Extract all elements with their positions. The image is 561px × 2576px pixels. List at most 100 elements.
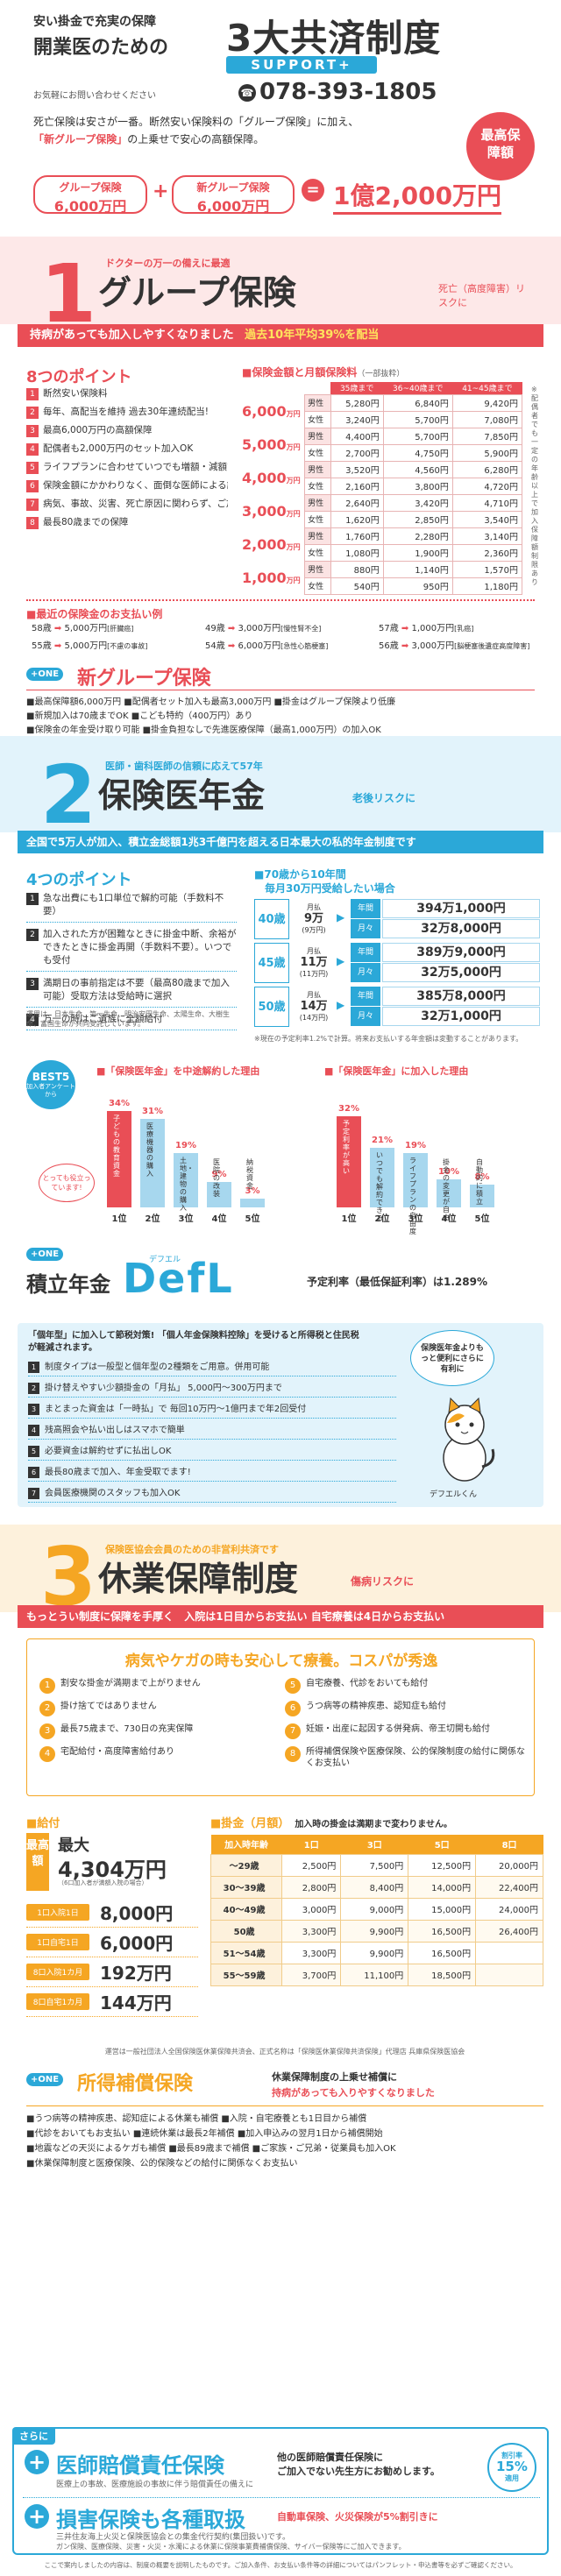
premium-cell: 1,180円 xyxy=(451,577,523,595)
amount-value: 1,000 xyxy=(242,569,287,586)
chart1-title: ■「保険医年金」を中途解約した理由 xyxy=(96,1065,260,1077)
sex-cell: 女性 xyxy=(303,410,331,428)
sim-monthly-sub: (14万円) xyxy=(299,1014,329,1022)
phone-number[interactable]: 078-393-1805 xyxy=(259,79,437,105)
sim-title2: 毎月30万円受給したい場合 xyxy=(265,882,395,895)
kakekin-cell: 24,000円 xyxy=(475,1897,543,1921)
chart-bar xyxy=(107,1110,131,1207)
premium-cell: 1,620円 xyxy=(330,510,384,528)
kyufu-label: 1口自宅1日 xyxy=(26,1934,89,1950)
header: 安い掛金で充実の保障 開業医のための 3大共済制度 SUPPORT+ お気軽にお… xyxy=(0,0,561,219)
points2-list: 1 急な出費にも1口単位で解約可能（手数料不要） 2 加入された方が困難なときに掛金中… xyxy=(26,892,237,1036)
support-label: SUPPORT+ xyxy=(226,56,377,74)
header-line2: 開業医のための xyxy=(33,37,169,59)
pension-point-text: 万一の時はご遺族に全額給付 xyxy=(43,1014,163,1024)
defl-ruby: デフエル xyxy=(149,1256,181,1264)
premium-cell: 880円 xyxy=(330,560,384,578)
discount-badge-1: 割引率 xyxy=(501,2452,522,2459)
kakekin-header-cell: 8口 xyxy=(475,1835,543,1854)
kakekin-header-cell: 5口 xyxy=(408,1835,476,1854)
point-number: 4 xyxy=(26,443,39,456)
damage-title: 損害保険も各種取扱 xyxy=(56,2508,245,2532)
equals-sign: = xyxy=(302,179,324,202)
bar-value-label: 3% xyxy=(245,1186,260,1197)
point-text: 配偶者も2,000万円のセット加入OK xyxy=(43,443,194,454)
premium-cell: 540円 xyxy=(330,577,384,595)
section2-pre: 医師・歯科医師の信頼に応えて57年 xyxy=(105,761,263,772)
table-row: 女性 2,160円 3,800円 4,720円 xyxy=(242,477,523,495)
premium-cell: 3,240円 xyxy=(330,410,384,428)
pill-group-value: 6,000万円 xyxy=(53,198,127,215)
defl-point-text: 残高照会や払い出しはスマホで簡単 xyxy=(45,1426,185,1435)
amount-unit: 万円 xyxy=(286,476,301,485)
pill-new-group-label: 新グループ保険 xyxy=(196,181,270,194)
kakekin-note: 加入時の掛金は満期まで変わりません。 xyxy=(295,1820,453,1829)
section-leave-guarantee: 3 保険医協会会員のための非営利共済です 休業保障制度 傷病リスクに もっとうい… xyxy=(0,1525,561,2410)
discount-badge-3: 適用 xyxy=(505,2474,519,2482)
defl-point-text: 最長80歳まで加入、年金受取でます! xyxy=(45,1468,191,1477)
speech-bubble: とっても役立っています! xyxy=(39,1164,95,1202)
table-row: 2,000万円 男性 1,760円 2,280円 3,140円 xyxy=(242,527,523,553)
table-title: ■保険金額と月額保険料（一部抜粋） xyxy=(242,366,405,379)
shotoku-point: ■うつ病等の精神疾患、認知症による休業も補償 ■入院・自宅療養とも1日目から補償 xyxy=(26,2114,367,2124)
max-badge: 最高保障額 xyxy=(466,112,535,180)
defl-pre: 積立年金 xyxy=(26,1272,110,1297)
sim-kind: 月々 xyxy=(351,1007,380,1026)
pension-point: 3 満期日の事前指定は不要（最高80歳まで加入可能）受取方法は受給時に選択 xyxy=(26,977,237,1008)
kyufu-title-text: 給付 xyxy=(37,1817,60,1830)
kyufu-row: 8口入院1カ月 192万円 xyxy=(26,1957,198,1987)
kakekin-cell xyxy=(475,1941,543,1964)
section1-risk: 死亡（高度障害）リスクに xyxy=(438,283,525,308)
kakekin-age: 51〜54歳 xyxy=(209,1941,283,1964)
table-header-cell: 36~40歳まで xyxy=(383,382,453,394)
header-intro2: 「新グループ保険」の上乗せで安心の高額保障。 xyxy=(33,131,264,146)
bar-rank-label: 3位 xyxy=(178,1214,194,1224)
bar-category-label: 納税資金 xyxy=(246,1158,253,1190)
kakekin-cell: 2,500円 xyxy=(281,1853,342,1877)
section1-title: グループ保険 xyxy=(98,273,296,312)
bar-value-label: 10% xyxy=(438,1166,459,1177)
defl-point: 2 掛け替えやすい少額掛金の「月払」 5,000円〜300万円まで xyxy=(28,1383,396,1398)
bar-value-label: 9% xyxy=(211,1169,227,1179)
pay-example: 54歳 ➡ 6,000万円[急性心筋梗塞] xyxy=(205,638,328,651)
total-amount: 1億2,000万円 xyxy=(333,177,502,215)
pension-point-text: 加入された方が困難なときに掛金中断、余裕ができたときに掛金再開（手数料不要）。い… xyxy=(43,929,237,966)
section3-pre: 保険医協会会員のための非営利共済です xyxy=(105,1544,279,1555)
premium-cell: 4,710円 xyxy=(451,493,523,512)
bar-value-label: 34% xyxy=(109,1098,130,1108)
pay-age: 58歳 xyxy=(32,624,52,633)
kakekin-cell: 15,000円 xyxy=(408,1897,477,1921)
sim-kind: 月々 xyxy=(351,963,380,982)
leave-point: 3 最長75歳まで、730日の充実保障 xyxy=(39,1723,276,1739)
pay-age: 57歳 xyxy=(379,624,399,633)
kakekin-cell: 3,700円 xyxy=(281,1963,342,1986)
kakekin-cell: 2,800円 xyxy=(281,1875,342,1899)
sex-cell: 女性 xyxy=(303,443,331,462)
table-side-note: ※配偶者でも一定の年齢以上で加入保障額制限あり xyxy=(531,386,538,586)
table-row: 3,000万円 男性 2,640円 3,420円 4,710円 xyxy=(242,493,523,520)
premium-cell: 3,140円 xyxy=(451,527,523,545)
kakekin-header-cell: 1口 xyxy=(281,1835,341,1854)
bar-value-label: 21% xyxy=(372,1135,393,1145)
bar-category-label: 自動的に積立 xyxy=(476,1158,483,1206)
kyufu-list: 1口入院1日 8,000円 1口自宅1日 6,000円 8口入院1カ月 192万円 8口自宅… xyxy=(26,1898,198,2017)
kyufu-value: 192万円 xyxy=(100,1963,172,1984)
sex-cell: 女性 xyxy=(303,510,331,528)
point-item: 4 配偶者も2,000万円のセット加入OK xyxy=(26,442,228,456)
sex-cell: 女性 xyxy=(303,477,331,495)
bar-value-label: 32% xyxy=(338,1104,359,1114)
chart2-title-text: 「保険医年金」に加入した理由 xyxy=(333,1065,469,1077)
arrow-right-icon: ➡ xyxy=(224,624,238,633)
leave-point: 7 妊娠・出産に起因する併発病、帝王切開も給付 xyxy=(285,1723,530,1739)
kakekin-title: ■掛金（月額） 加入時の掛金は満期まで変わりません。 xyxy=(210,1817,453,1830)
section3-band-a: もっとうい制度に保障を手厚く xyxy=(26,1610,174,1623)
amount-cell: 2,000万円 xyxy=(242,527,304,561)
max-amount-label: 最高額 xyxy=(26,1833,49,1891)
pay-example: 58歳 ➡ 5,000万円[肝臓癌] xyxy=(32,620,133,633)
bar-rank-label: 4位 xyxy=(211,1214,227,1224)
premium-cell: 3,520円 xyxy=(330,460,384,478)
discount-badge-2: 15% xyxy=(496,2459,528,2474)
sex-cell: 男性 xyxy=(303,527,331,545)
sim-age: 50歳 xyxy=(254,987,289,1027)
best5-badge: BEST5 加入者アンケートから xyxy=(26,1060,75,1109)
